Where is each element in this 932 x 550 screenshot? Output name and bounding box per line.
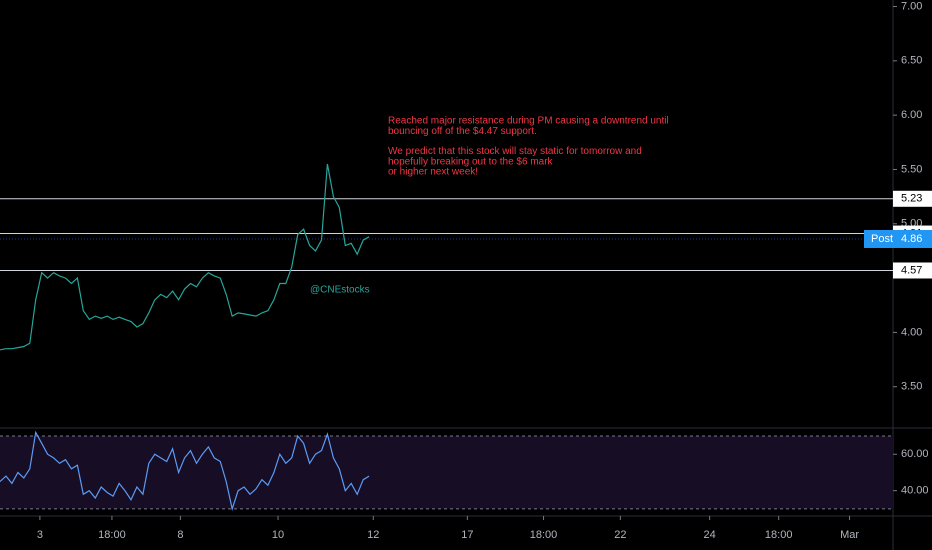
x-tick-label: 18:00 (530, 529, 558, 541)
y-tick-label: 6.50 (901, 55, 922, 67)
x-tick-label: 10 (272, 529, 284, 541)
level-label: 4.57 (901, 264, 922, 276)
annotation-line: Reached major resistance during PM causi… (388, 116, 669, 127)
rsi-band (0, 436, 893, 509)
x-tick-label: 3 (37, 529, 43, 541)
last-price-tag: Post (871, 233, 893, 245)
rsi-tick-label: 60.00 (901, 448, 929, 460)
watermark: @CNEstocks (310, 285, 370, 296)
x-tick-label: 18:00 (98, 529, 126, 541)
x-tick-label: 17 (461, 529, 473, 541)
annotation-line: We predict that this stock will stay sta… (388, 146, 642, 157)
last-price-label: 4.86 (901, 233, 922, 245)
x-tick-label: 12 (367, 529, 379, 541)
y-tick-label: 5.50 (901, 163, 922, 175)
price-line (0, 163, 370, 351)
x-tick-label: Mar (840, 529, 859, 541)
rsi-tick-label: 40.00 (901, 485, 929, 497)
last-price-box (864, 229, 932, 248)
x-tick-label: 24 (704, 529, 716, 541)
x-tick-label: 18:00 (765, 529, 793, 541)
y-tick-label: 3.50 (901, 381, 922, 393)
x-tick-label: 22 (614, 529, 626, 541)
y-tick-label: 6.00 (901, 109, 922, 121)
annotation-line: bouncing off of the $4.47 support. (388, 126, 537, 137)
level-label: 5.23 (901, 193, 922, 205)
x-tick-label: 8 (177, 529, 183, 541)
y-tick-label: 4.00 (901, 326, 922, 338)
rsi-line (0, 430, 370, 512)
y-tick-label: 7.00 (901, 0, 922, 12)
level-box (893, 262, 932, 279)
annotation-line: hopefully breaking out to the $6 mark (388, 156, 554, 167)
level-box (893, 190, 932, 207)
annotation-line: or higher next week! (388, 167, 478, 178)
